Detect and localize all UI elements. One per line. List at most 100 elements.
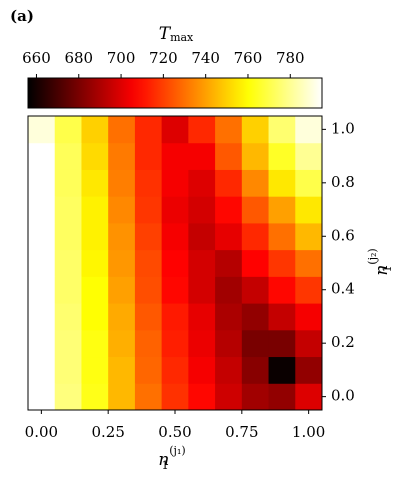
- y-tick-label: 1.0: [331, 119, 355, 137]
- heatmap-cell: [188, 169, 216, 197]
- heatmap-cell: [134, 303, 163, 331]
- heatmap-cell: [54, 169, 82, 197]
- heatmap-cell: [268, 196, 296, 224]
- heatmap-cell: [108, 276, 136, 304]
- colorbar-tick-label: 740: [191, 49, 220, 67]
- heatmap-cell: [134, 222, 163, 251]
- heatmap-cell: [241, 383, 270, 411]
- heatmap-cell: [241, 196, 270, 224]
- heatmap-cell: [295, 383, 323, 411]
- heatmap-cell: [134, 383, 163, 411]
- heatmap-cell: [188, 142, 216, 170]
- heatmap-cell: [188, 222, 216, 251]
- heatmap-cell: [215, 116, 243, 144]
- heatmap-cell: [241, 116, 270, 144]
- heatmap-cell: [268, 222, 296, 251]
- heatmap-cell: [81, 142, 109, 170]
- heatmap-cell: [295, 196, 323, 224]
- heatmap-cell: [268, 383, 296, 411]
- heatmap-cell: [215, 383, 243, 411]
- heatmap-cell: [268, 276, 296, 304]
- heatmap-cell: [188, 116, 216, 144]
- heatmap-cell: [215, 196, 243, 224]
- colorbar-tick-label: 700: [107, 49, 136, 67]
- heatmap-cell: [28, 196, 56, 224]
- colorbar-tick-label: 680: [64, 49, 93, 67]
- heatmap-cell: [295, 222, 323, 251]
- heatmap-cell: [54, 116, 82, 144]
- heatmap-cell: [28, 169, 56, 197]
- heatmap-cell: [81, 169, 109, 197]
- x-axis-label-sup: (j₁): [169, 444, 185, 457]
- heatmap-cell: [108, 222, 136, 251]
- heatmap-cell: [268, 249, 296, 277]
- heatmap-cell: [268, 169, 296, 197]
- heatmap-cell: [134, 356, 163, 384]
- heatmap-cell: [28, 276, 56, 304]
- heatmap-cell: [108, 196, 136, 224]
- heatmap-cell: [54, 276, 82, 304]
- heatmap-cell: [81, 303, 109, 331]
- heatmap-cell: [161, 383, 189, 411]
- heatmap-cell: [54, 356, 82, 384]
- heatmap-cell: [108, 142, 136, 170]
- x-tick-label: 0.75: [225, 423, 258, 441]
- heatmap-cell: [54, 303, 82, 331]
- heatmap-cell: [161, 142, 189, 170]
- heatmap-cell: [54, 196, 82, 224]
- heatmap-cell: [161, 356, 189, 384]
- heatmap-cell: [81, 116, 109, 144]
- x-tick-label: 0.25: [91, 423, 124, 441]
- heatmap-cell: [81, 356, 109, 384]
- heatmap-cell: [215, 142, 243, 170]
- heatmap-cell: [215, 276, 243, 304]
- heatmap-cell: [134, 276, 163, 304]
- panel-label: (a): [10, 7, 34, 25]
- heatmap-cell: [268, 116, 296, 144]
- colorbar-tick-label: 760: [234, 49, 263, 67]
- heatmap-cell: [81, 196, 109, 224]
- y-tick-label: 0.4: [331, 280, 355, 298]
- heatmap-cell: [161, 169, 189, 197]
- heatmap-cell: [28, 303, 56, 331]
- heatmap-cell: [188, 276, 216, 304]
- heatmap-cell: [215, 356, 243, 384]
- colorbar-tick-label: 780: [276, 49, 305, 67]
- heatmap-cell: [28, 142, 56, 170]
- heatmap-cell: [134, 142, 163, 170]
- colorbar: [27, 77, 323, 109]
- x-axis-label-sub: 1: [162, 459, 169, 472]
- heatmap-cell: [108, 169, 136, 197]
- heatmap-cell: [295, 329, 323, 358]
- heatmap-cell: [268, 356, 296, 384]
- heatmap-cell: [28, 329, 56, 358]
- heatmap-cell: [54, 329, 82, 358]
- heatmap-cell: [215, 303, 243, 331]
- heatmap-cell: [241, 142, 270, 170]
- colorbar-label-base: T: [159, 24, 172, 44]
- heatmap-cell: [241, 356, 270, 384]
- heatmap-cell: [215, 249, 243, 277]
- heatmap-cell: [54, 249, 82, 277]
- heatmap-cell: [241, 303, 270, 331]
- colorbar-tick-label: 660: [22, 49, 51, 67]
- heatmap-cell: [241, 169, 270, 197]
- y-tick-label: 0.2: [331, 333, 355, 351]
- heatmap-cell: [241, 249, 270, 277]
- heatmap-cell: [134, 249, 163, 277]
- colorbar-label-sub: max: [170, 31, 194, 44]
- heatmap-cell: [161, 249, 189, 277]
- heatmap-cell: [134, 169, 163, 197]
- heatmap-cell: [28, 356, 56, 384]
- heatmap-cell: [268, 329, 296, 358]
- heatmap-cell: [215, 222, 243, 251]
- heatmap-cell: [81, 249, 109, 277]
- heatmap-cell: [108, 356, 136, 384]
- heatmap-cell: [295, 142, 323, 170]
- heatmap-cell: [28, 249, 56, 277]
- heatmap-cell: [268, 142, 296, 170]
- heatmap-cell: [161, 329, 189, 358]
- heatmap-cell: [215, 169, 243, 197]
- heatmap-cell: [108, 383, 136, 411]
